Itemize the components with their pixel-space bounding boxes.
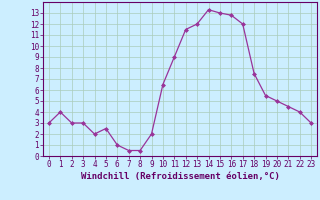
X-axis label: Windchill (Refroidissement éolien,°C): Windchill (Refroidissement éolien,°C) (81, 172, 279, 181)
